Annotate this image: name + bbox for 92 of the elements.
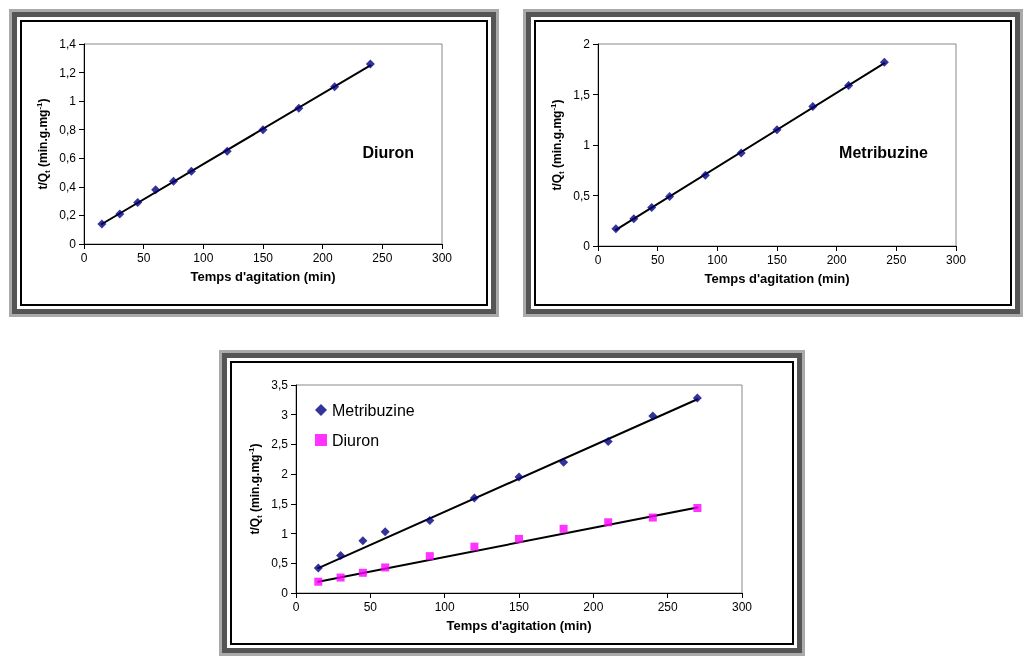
y-tick-label: 0,8 bbox=[59, 122, 77, 137]
y-tick-label: 2 bbox=[583, 37, 591, 51]
y-tick-label: 0,5 bbox=[271, 556, 289, 571]
y-tick-label: 1,5 bbox=[271, 496, 289, 511]
x-tick-label: 250 bbox=[886, 253, 907, 267]
point bbox=[736, 148, 746, 158]
legend-label: Diuron bbox=[332, 431, 380, 449]
x-tick-label: 200 bbox=[826, 253, 847, 267]
point bbox=[603, 436, 613, 446]
x-tick-label: 150 bbox=[766, 253, 788, 267]
y-tick-label: 1 bbox=[583, 138, 591, 152]
point bbox=[693, 504, 702, 513]
point bbox=[648, 513, 657, 522]
y-tick-label: 0,2 bbox=[59, 208, 77, 223]
y-tick-label: 1,2 bbox=[59, 65, 77, 80]
x-tick-label: 150 bbox=[252, 251, 274, 265]
x-tick-label: 100 bbox=[434, 600, 455, 614]
point bbox=[879, 57, 889, 67]
x-tick-label: 200 bbox=[583, 600, 604, 614]
annotation: Metribuzine bbox=[839, 143, 929, 161]
point bbox=[772, 125, 782, 135]
point bbox=[133, 198, 143, 208]
point bbox=[514, 472, 524, 482]
x-tick-label: 0 bbox=[292, 600, 300, 614]
point bbox=[692, 393, 702, 403]
point bbox=[336, 551, 346, 561]
point bbox=[648, 411, 658, 421]
y-tick-label: 1 bbox=[69, 94, 77, 109]
y-tick-label: 0,5 bbox=[573, 188, 591, 203]
point bbox=[470, 542, 479, 551]
y-tick-label: 3,5 bbox=[271, 378, 289, 392]
point bbox=[330, 82, 340, 92]
x-tick-label: 0 bbox=[594, 253, 602, 267]
y-tick-label: 1,4 bbox=[59, 37, 77, 51]
point bbox=[808, 102, 818, 112]
x-tick-label: 50 bbox=[363, 600, 378, 614]
y-tick-label: 2 bbox=[281, 467, 289, 482]
point bbox=[336, 573, 345, 582]
point bbox=[425, 516, 435, 525]
point bbox=[515, 534, 523, 543]
x-tick-label: 150 bbox=[508, 600, 530, 614]
x-tick-label: 300 bbox=[731, 600, 753, 614]
point bbox=[700, 170, 710, 180]
point bbox=[425, 552, 434, 561]
x-tick-label: 300 bbox=[431, 251, 453, 265]
x-tick-label: 100 bbox=[193, 251, 214, 265]
point bbox=[381, 563, 390, 572]
point bbox=[611, 224, 621, 234]
point bbox=[559, 457, 569, 467]
x-tick-label: 50 bbox=[650, 253, 665, 267]
x-tick-label: 250 bbox=[657, 600, 678, 614]
legend-label: Metribuzine bbox=[332, 401, 415, 419]
point bbox=[647, 203, 657, 213]
point bbox=[559, 524, 568, 533]
y-tick-label: 1 bbox=[281, 526, 289, 541]
point bbox=[469, 493, 479, 503]
point bbox=[151, 185, 161, 195]
y-tick-label: 0,4 bbox=[59, 179, 77, 194]
y-tick-label: 1,5 bbox=[573, 87, 591, 102]
point bbox=[314, 577, 323, 586]
point bbox=[604, 518, 613, 527]
x-tick-label: 100 bbox=[707, 253, 728, 267]
x-axis-title: Temps d'agitation (min) bbox=[190, 269, 336, 284]
x-axis-title: Temps d'agitation (min) bbox=[704, 271, 850, 286]
point bbox=[97, 219, 107, 229]
point bbox=[258, 125, 268, 135]
y-tick-label: 2,5 bbox=[271, 437, 289, 452]
point bbox=[222, 146, 232, 156]
y-tick-label: 0 bbox=[69, 237, 77, 251]
x-tick-label: 50 bbox=[136, 251, 151, 265]
point bbox=[665, 192, 675, 202]
point bbox=[115, 209, 125, 219]
x-axis-title: Temps d'agitation (min) bbox=[446, 618, 592, 633]
point bbox=[629, 214, 639, 224]
point bbox=[313, 563, 323, 573]
point bbox=[358, 536, 368, 546]
y-tick-label: 3 bbox=[281, 407, 289, 422]
x-tick-label: 300 bbox=[945, 253, 967, 267]
point bbox=[358, 568, 367, 577]
x-tick-label: 200 bbox=[312, 251, 333, 265]
point bbox=[169, 176, 178, 186]
annotation: Diuron bbox=[362, 143, 414, 161]
y-tick-label: 0 bbox=[281, 586, 289, 600]
point bbox=[844, 80, 854, 90]
y-tick-label: 0,6 bbox=[59, 151, 77, 166]
x-tick-label: 250 bbox=[372, 251, 393, 265]
x-tick-label: 0 bbox=[80, 251, 88, 265]
point bbox=[186, 166, 196, 176]
point bbox=[380, 527, 390, 537]
y-tick-label: 0 bbox=[583, 239, 591, 253]
point bbox=[294, 103, 304, 113]
point bbox=[365, 59, 375, 69]
